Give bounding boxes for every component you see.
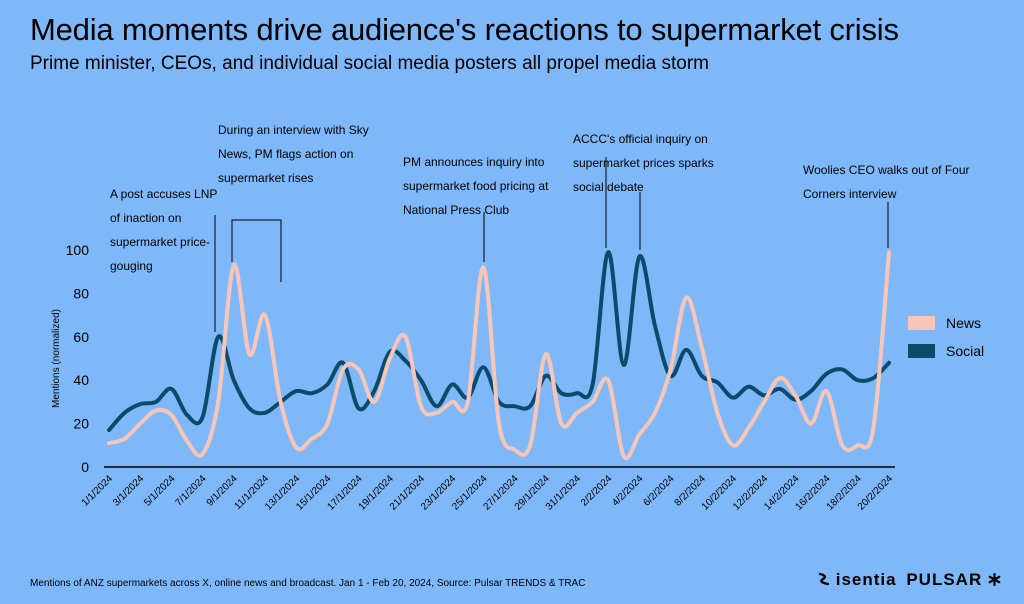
legend-swatch-social: [908, 344, 935, 358]
series-line-social: [107, 250, 891, 433]
annotation-lnp-post: A post accuses LNP of inaction on superm…: [110, 187, 218, 273]
legend-swatch-news: [908, 316, 935, 330]
source-footnote: Mentions of ANZ supermarkets across X, o…: [30, 578, 586, 589]
chart-title: Media moments drive audience's reactions…: [30, 12, 899, 47]
legend-item-news: News: [908, 309, 984, 337]
y-tick-label: 80: [73, 285, 89, 301]
pulsar-logo: PULSAR: [906, 570, 983, 589]
y-tick-label: 40: [73, 372, 89, 388]
x-tick-label: 5/1/2024: [142, 473, 178, 509]
x-tick-label: 31/1/2024: [544, 473, 584, 513]
annotation-press-club-inquiry: PM announces inquiry into supermarket fo…: [403, 155, 549, 217]
x-tick-label: 20/2/2024: [856, 473, 896, 513]
isentia-logo: isentia: [835, 570, 897, 589]
brand-logos: isentia PULSAR: [818, 570, 1001, 590]
legend-label-news: News: [946, 315, 982, 331]
series-line-news: [107, 250, 891, 461]
y-tick-label: 20: [73, 416, 89, 432]
annotation-woolies-ceo: Woolies CEO walks out of Four Corners in…: [803, 163, 970, 201]
x-tick-label: 4/2/2024: [610, 473, 646, 509]
y-tick-label: 60: [73, 329, 89, 345]
y-tick-label: 0: [81, 459, 89, 475]
legend-item-social: Social: [908, 337, 984, 365]
wave-icon: [818, 572, 830, 586]
annotation-sky-news-interview: During an interview with Sky News, PM fl…: [218, 123, 369, 185]
annotation-accc-inquiry: ACCC's official inquiry on supermarket p…: [573, 132, 714, 194]
x-tick-label: 2/2/2024: [579, 473, 615, 509]
x-tick-label: 6/2/2024: [641, 473, 677, 509]
asterisk-icon: [988, 572, 1001, 587]
x-tick-label: 7/1/2024: [173, 473, 209, 509]
annotation-leader-line: [231, 219, 282, 282]
x-tick-label: 1/1/2024: [80, 473, 116, 509]
y-axis-label: Mentions (normalized): [51, 309, 62, 408]
chart-legend: News Social: [908, 309, 984, 365]
x-tick-label: 3/1/2024: [111, 473, 147, 509]
chart-subtitle: Prime minister, CEOs, and individual soc…: [30, 53, 709, 74]
y-tick-label: 100: [66, 242, 90, 258]
legend-label-social: Social: [946, 343, 985, 359]
